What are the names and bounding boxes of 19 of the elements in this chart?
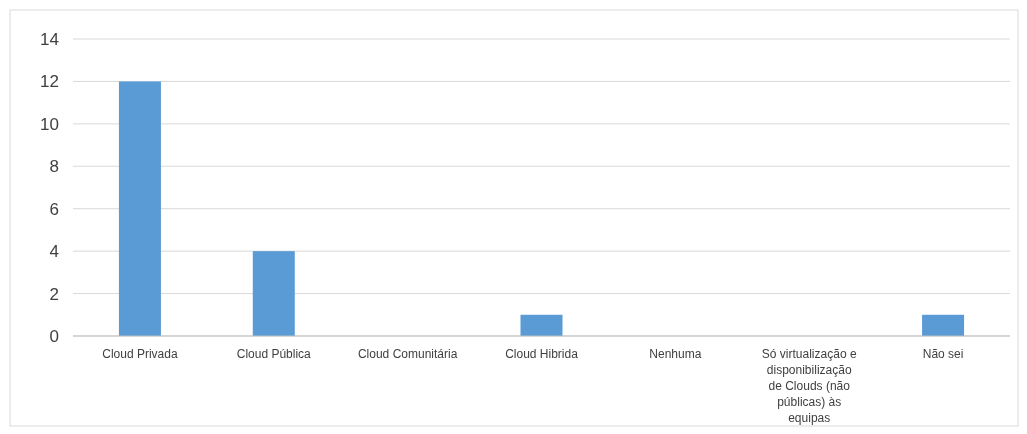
- x-tick-label: Cloud Comunitária: [357, 347, 458, 361]
- y-tick-label: 12: [40, 72, 59, 92]
- x-tick-label: Não sei: [922, 347, 964, 361]
- bar: [118, 81, 161, 336]
- y-tick-label: 14: [40, 29, 59, 49]
- x-tick-label: Cloud Privada: [102, 347, 178, 361]
- x-tick-label: Cloud Pública: [236, 347, 312, 361]
- x-tick-label: Só virtualização e disponibilização de Clouds (não públicas) às equipas: [761, 347, 857, 425]
- bar: [252, 251, 295, 336]
- y-tick-label: 2: [49, 284, 59, 304]
- bar: [922, 314, 965, 336]
- y-tick-label: 4: [49, 242, 59, 262]
- y-tick-label: 6: [49, 199, 59, 219]
- y-tick-label: 10: [40, 114, 59, 134]
- y-tick-label: 0: [49, 326, 59, 346]
- x-tick-label: Cloud Hibrida: [505, 347, 579, 361]
- y-tick-label: 8: [49, 157, 59, 177]
- bar: [520, 314, 563, 336]
- x-tick-label: Nenhuma: [649, 347, 702, 361]
